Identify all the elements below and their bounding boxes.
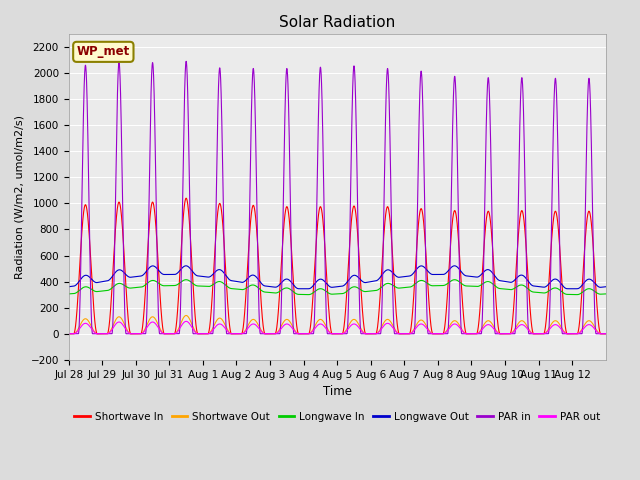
Y-axis label: Radiation (W/m2, umol/m2/s): Radiation (W/m2, umol/m2/s)	[15, 115, 25, 279]
Legend: Shortwave In, Shortwave Out, Longwave In, Longwave Out, PAR in, PAR out: Shortwave In, Shortwave Out, Longwave In…	[70, 408, 604, 426]
X-axis label: Time: Time	[323, 385, 352, 398]
Title: Solar Radiation: Solar Radiation	[279, 15, 396, 30]
Text: WP_met: WP_met	[77, 45, 130, 59]
